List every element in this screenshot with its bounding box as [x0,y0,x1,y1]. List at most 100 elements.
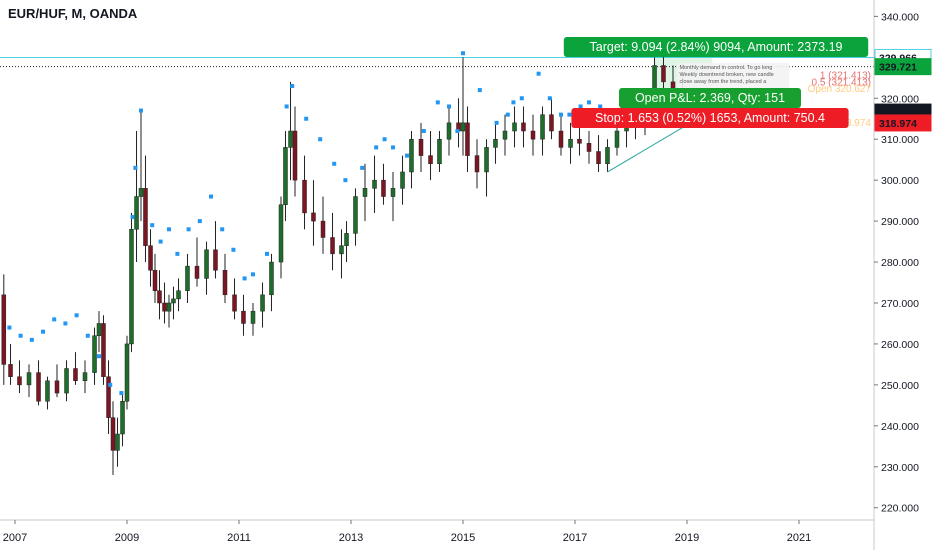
candle-body [302,179,307,214]
price-tick-label: 290.000 [881,216,919,228]
time-tick-label: 2021 [787,532,811,544]
time-tick-label: 2011 [227,532,251,544]
sar-dot [536,71,541,76]
faded-label: 1 (321.413) [820,71,871,82]
candle-body [344,233,349,246]
candle-body [82,372,88,382]
candle-body [194,265,200,279]
sar-dot [284,104,289,109]
price-axis-panel [874,0,932,550]
candle-body [339,245,344,255]
indicator-dots [7,51,625,396]
sar-dot [598,104,603,109]
candle-body [101,323,106,377]
sar-dot [186,227,191,232]
sar-dot [97,354,101,359]
candle-body [353,196,358,234]
candle-body [409,138,414,173]
price-tick-label: 340.000 [881,11,919,23]
price-tick-label: 310.000 [881,134,919,146]
candle-body [614,130,620,148]
candle-body [530,130,536,140]
sar-dot [220,227,225,232]
note-line: Monthly demand in control. To go long [679,65,772,71]
candle-body [549,114,554,132]
sar-dot [133,165,138,170]
candle-body [166,302,172,312]
time-tick-label: 2013 [339,532,363,544]
sar-dot [332,161,337,166]
candle-body [577,138,582,144]
candle-body [484,147,489,173]
horizontal-lines [0,56,874,68]
candle-body [1,294,7,365]
stop-label-text: Stop: 1.653 (0.52%) 1653, Amount: 750.4 [595,111,825,125]
price-tick-label: 270.000 [881,298,919,310]
target-label-text: Target: 9.094 (2.84%) 9094, Amount: 2373… [590,40,843,54]
sar-dot [318,137,323,142]
candle-body [283,147,288,205]
candle-body [36,372,41,402]
time-tick-label: 2015 [451,532,475,544]
candle-body [381,179,386,197]
time-tick-label: 2009 [115,532,139,544]
candle-body [288,130,293,148]
candle-body [54,380,60,394]
candle-body [213,249,218,271]
candle-body [96,323,102,336]
sar-dot [587,100,591,105]
candle-body [115,433,120,451]
candle-body [73,368,78,382]
candle-body [437,138,442,165]
candle-body [521,122,526,132]
price-badge-text: 318.974 [879,118,917,130]
candle-body [143,188,148,246]
note-line: Weekly downtrend broken, new candle [679,72,773,78]
candle-body [138,188,144,197]
price-tick-label: 220.000 [881,503,919,515]
sar-dot [547,96,552,101]
price-tick-label: 240.000 [881,421,919,433]
candle-body [250,310,256,324]
price-tick-label: 260.000 [881,339,919,351]
candle-body [120,401,125,435]
sar-dot [519,96,524,101]
sar-dot [343,178,348,183]
sar-dot [511,100,516,105]
candle-body [605,147,610,165]
candle-body [64,368,69,394]
candle-body [292,130,298,181]
sar-dot [304,116,309,121]
sar-dot [405,153,409,158]
sar-dot [130,215,135,220]
candle-body [134,196,139,230]
candle-body [176,290,181,300]
open-pnl-label-bg [619,88,801,108]
sar-dot [150,223,155,228]
sar-dot [567,112,572,117]
candle-body [129,229,134,345]
candle-body [558,130,564,148]
candle-body [512,122,517,132]
candle-body [596,151,601,165]
sar-dot [578,104,583,109]
sar-dot [360,165,365,170]
candle-body [586,143,592,152]
sar-dot [18,333,23,338]
sar-dot [265,251,269,256]
sar-dot [242,276,247,281]
candle-body [568,138,573,148]
candle-body [428,155,433,165]
candle-body [124,343,130,402]
open-pnl-label: Open P&L: 2.369, Qty: 151 [619,88,801,108]
target-label: Target: 9.094 (2.84%) 9094, Amount: 2373… [563,37,869,57]
sar-dot [175,251,180,256]
sar-dot [52,317,57,322]
candle-body [372,179,377,189]
sar-dot [63,321,68,326]
price-badge: 329.721 [874,58,932,76]
price-tick-label: 280.000 [881,257,919,269]
price-badge-bg [874,114,932,132]
